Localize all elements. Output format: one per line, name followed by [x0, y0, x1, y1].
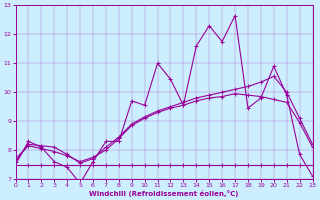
X-axis label: Windchill (Refroidissement éolien,°C): Windchill (Refroidissement éolien,°C) — [89, 190, 239, 197]
